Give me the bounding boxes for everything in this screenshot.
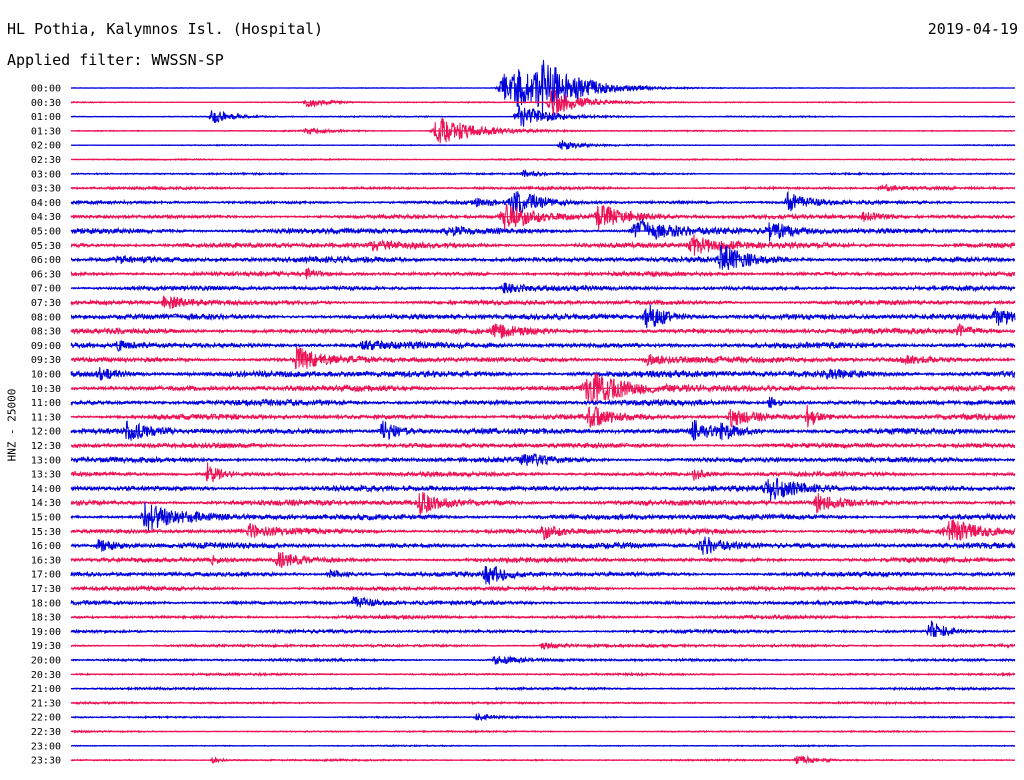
row-label-2100: 21:00	[31, 684, 61, 695]
row-label-1730: 17:30	[31, 584, 61, 595]
row-label-1600: 16:00	[31, 541, 61, 552]
row-label-1930: 19:30	[31, 641, 61, 652]
row-label-2000: 20:00	[31, 656, 61, 667]
row-label-1630: 16:30	[31, 555, 61, 566]
row-label-1100: 11:00	[31, 398, 61, 409]
row-label-1900: 19:00	[31, 627, 61, 638]
row-label-0000: 00:00	[31, 84, 61, 95]
trace-1900	[70, 620, 1016, 637]
row-label-0030: 00:30	[31, 98, 61, 109]
row-label-2300: 23:00	[31, 741, 61, 752]
row-label-1330: 13:30	[31, 470, 61, 481]
row-label-1400: 14:00	[31, 484, 61, 495]
trace-0930	[70, 347, 1016, 370]
row-label-1300: 13:00	[31, 455, 61, 466]
trace-1300	[70, 453, 1016, 468]
row-label-0300: 03:00	[31, 169, 61, 180]
row-label-2200: 22:00	[31, 713, 61, 724]
row-label-1030: 10:30	[31, 384, 61, 395]
row-label-0530: 05:30	[31, 241, 61, 252]
row-label-0430: 04:30	[31, 212, 61, 223]
station-title: HL Pothia, Kalymnos Isl. (Hospital)	[7, 20, 324, 38]
trace-1700	[70, 566, 1016, 586]
record-date: 2019-04-19	[927, 20, 1018, 38]
row-label-0700: 07:00	[31, 284, 61, 295]
row-label-1230: 12:30	[31, 441, 61, 452]
row-label-0730: 07:30	[31, 298, 61, 309]
trace-1200	[70, 420, 1016, 442]
row-label-1500: 15:00	[31, 513, 61, 524]
trace-0600	[70, 244, 1016, 271]
trace-0430	[70, 204, 1016, 231]
row-label-1430: 14:30	[31, 498, 61, 509]
row-label-0830: 08:30	[31, 327, 61, 338]
row-label-0200: 02:00	[31, 141, 61, 152]
row-label-0600: 06:00	[31, 255, 61, 266]
row-label-2330: 23:30	[31, 756, 61, 767]
trace-1530	[70, 519, 1016, 541]
row-label-0400: 04:00	[31, 198, 61, 209]
row-label-0230: 02:30	[31, 155, 61, 166]
row-label-1130: 11:30	[31, 412, 61, 423]
row-label-1800: 18:00	[31, 598, 61, 609]
traces-group	[70, 59, 1016, 765]
filter-label: Applied filter: WWSSN-SP	[7, 51, 224, 69]
row-label-0100: 01:00	[31, 112, 61, 123]
row-labels-group: 00:00 00:30 01:00 01:30 02:00 02:30 03:00 03:30…	[31, 84, 61, 767]
trace-1330	[70, 462, 1016, 483]
row-label-2130: 21:30	[31, 698, 61, 709]
row-label-0900: 09:00	[31, 341, 61, 352]
row-label-1000: 10:00	[31, 370, 61, 381]
row-label-0930: 09:30	[31, 355, 61, 366]
trace-1800	[70, 596, 1016, 608]
row-label-0130: 01:30	[31, 126, 61, 137]
row-label-0800: 08:00	[31, 312, 61, 323]
row-label-0630: 06:30	[31, 269, 61, 280]
row-label-1700: 17:00	[31, 570, 61, 581]
row-label-2230: 22:30	[31, 727, 61, 738]
row-label-0330: 03:30	[31, 184, 61, 195]
row-label-1830: 18:30	[31, 613, 61, 624]
row-label-1200: 12:00	[31, 427, 61, 438]
row-label-2030: 20:30	[31, 670, 61, 681]
trace-1430	[70, 492, 1016, 515]
row-label-0500: 05:00	[31, 227, 61, 238]
row-label-1530: 15:30	[31, 527, 61, 538]
